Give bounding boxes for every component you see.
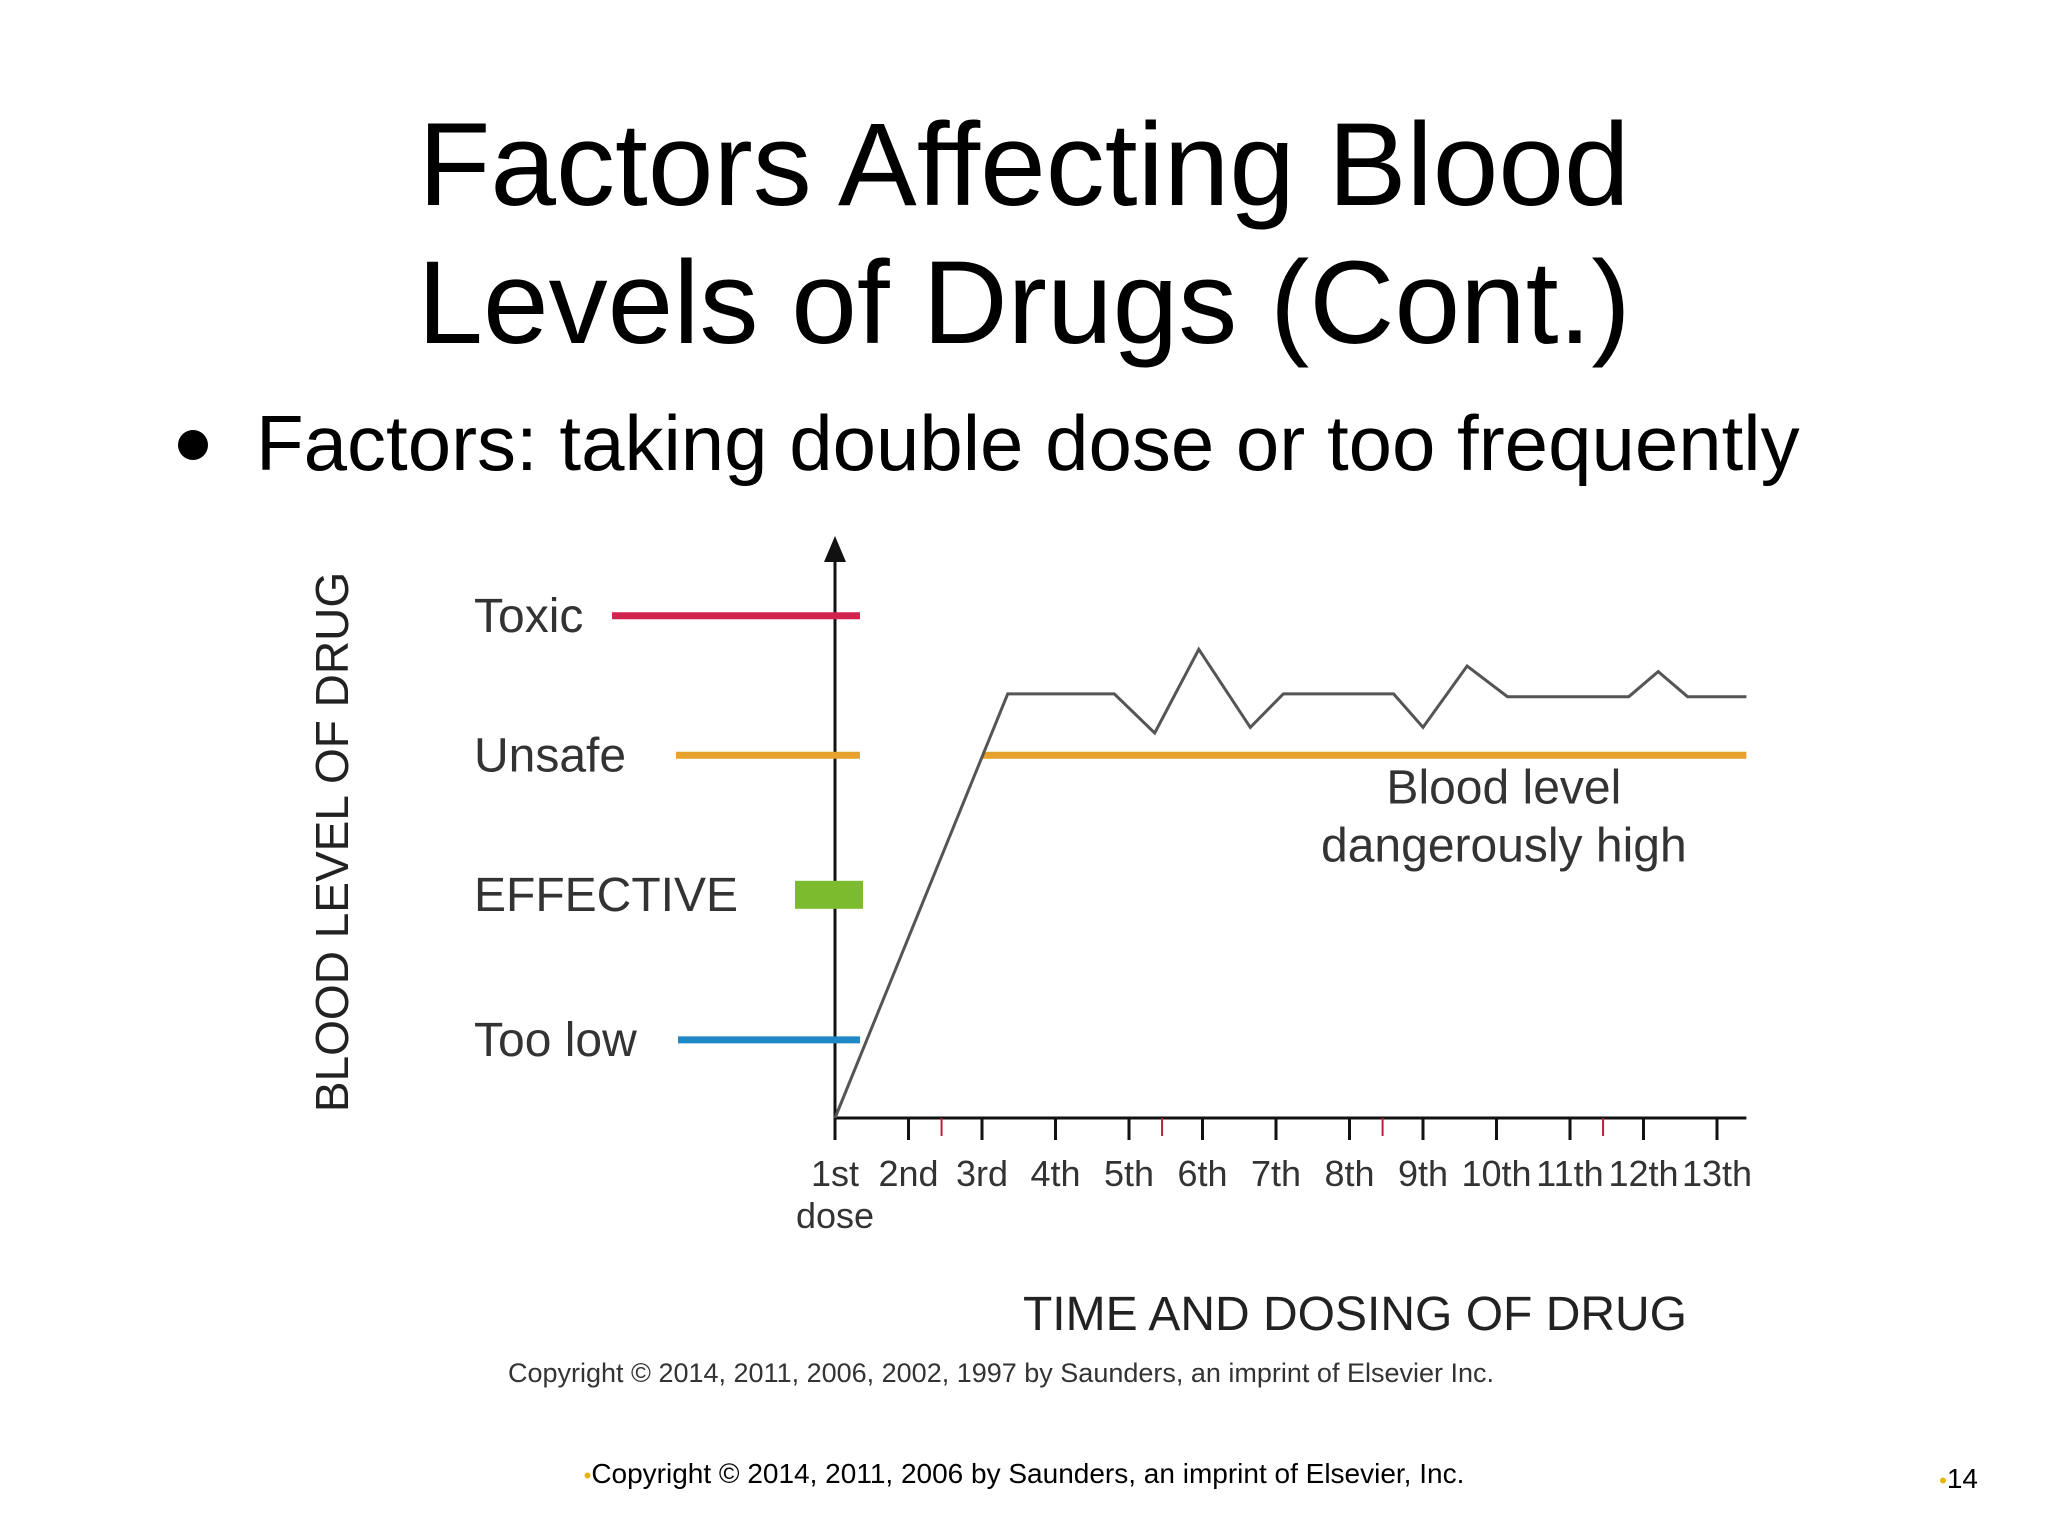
x-tick-label-6th: 6th <box>1177 1153 1227 1194</box>
y-axis-arrow-icon <box>824 536 846 562</box>
x-tick-label-2nd: 2nd <box>878 1153 938 1194</box>
annotation-line-1: Blood level <box>1386 761 1621 814</box>
title-line-2: Levels of Drugs (Cont.) <box>417 237 1631 369</box>
x-tick-label-7th: 7th <box>1251 1153 1301 1194</box>
x-axis-label: TIME AND DOSING OF DRUG <box>1023 1288 1687 1341</box>
footer-copyright: •Copyright © 2014, 2011, 2006 by Saunder… <box>0 1456 2048 1494</box>
annotation-line-2: dangerously high <box>1321 819 1687 872</box>
x-tick-label-9th: 9th <box>1398 1153 1448 1194</box>
level-label-effective: EFFECTIVE <box>474 869 738 922</box>
bullet-text: Factors: taking double dose or too frequ… <box>256 399 1800 487</box>
title-line-1: Factors Affecting Blood <box>418 99 1630 231</box>
x-tick-label-4th: 4th <box>1030 1153 1080 1194</box>
page-bullet-icon: • <box>1939 1468 1947 1493</box>
chart-image-copyright: Copyright © 2014, 2011, 2006, 2002, 1997… <box>508 1358 1494 1388</box>
page-number: •14 <box>1939 1461 1978 1499</box>
x-tick-label-3rd: 3rd <box>956 1153 1008 1194</box>
footer-bullet-icon: • <box>583 1463 592 1488</box>
x-tick-label-5th: 5th <box>1104 1153 1154 1194</box>
footer-copyright-text: Copyright © 2014, 2011, 2006 by Saunders… <box>591 1458 1465 1489</box>
x-tick-sublabel-dose: dose <box>796 1195 874 1236</box>
slide-title: Factors Affecting Blood Levels of Drugs … <box>0 96 2048 372</box>
x-tick-label-11th: 11th <box>1536 1153 1603 1194</box>
page-number-text: 14 <box>1946 1463 1978 1494</box>
level-label-toxic: Toxic <box>474 590 583 643</box>
level-marker-effective <box>795 880 863 909</box>
y-axis-label: BLOOD LEVEL OF DRUG <box>306 572 358 1112</box>
x-tick-label-10th: 10th <box>1461 1153 1531 1194</box>
bullet-dot-icon <box>178 430 208 461</box>
x-tick-label-12th: 12th <box>1608 1153 1678 1194</box>
x-tick-label-8th: 8th <box>1324 1153 1374 1194</box>
x-tick-label-13th: 13th <box>1682 1153 1752 1194</box>
bullet-item: Factors: taking double dose or too frequ… <box>178 398 1800 488</box>
x-tick-label-1st: 1st <box>811 1153 859 1194</box>
level-label-unsafe: Unsafe <box>474 729 626 782</box>
blood-level-line-0 <box>833 646 1747 1119</box>
level-label-too-low: Too low <box>474 1014 637 1067</box>
